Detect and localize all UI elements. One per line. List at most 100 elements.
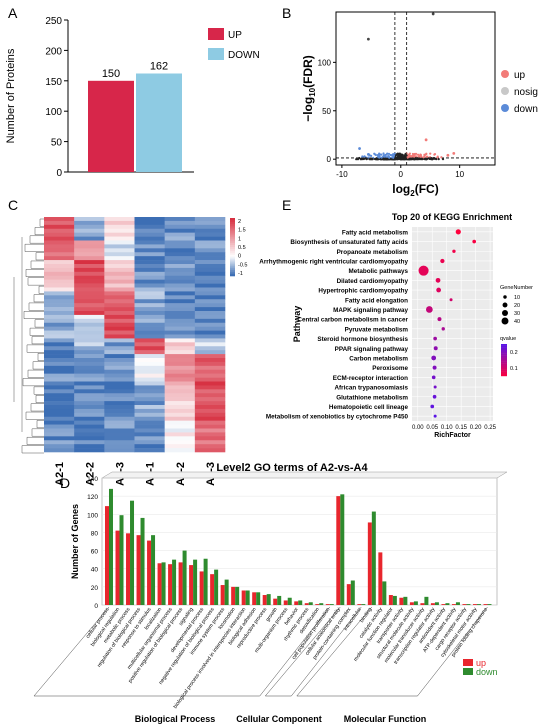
heatmap-cell (194, 424, 226, 429)
y-tick-label: 40 (91, 567, 99, 574)
dendrogram-branch (29, 235, 44, 244)
heatmap-cell (134, 267, 165, 273)
go-bar-down (487, 604, 492, 605)
scatter-point (393, 152, 396, 155)
heatmap-cell (74, 244, 105, 249)
go-bar-down (413, 601, 418, 605)
scatter-point-up (446, 153, 450, 157)
go-bar-down (308, 602, 313, 605)
heatmap-cell (104, 350, 135, 355)
go-bar-down (329, 604, 334, 605)
heatmap-cell (74, 295, 105, 300)
heatmap-cell (134, 408, 165, 414)
heatmap-cell (74, 291, 105, 296)
color-legend-step (501, 368, 507, 370)
pathway-label: Central carbon metabolism in cancer (297, 317, 408, 324)
scatter-point (414, 152, 418, 155)
heatmap-cell (104, 448, 135, 453)
pathway-label: Carbon metabolism (349, 355, 408, 362)
heatmap-cell (44, 358, 75, 363)
heatmap-cell (134, 232, 165, 237)
color-scale-step (230, 264, 235, 267)
heatmap-cell (104, 291, 135, 296)
heatmap: A2-1A2-2A2-3A4-1A4-2A4-321.510.50-0.5-1 (13, 217, 247, 486)
dendrogram-branch (33, 294, 44, 303)
color-scale-tick: -0.5 (238, 262, 247, 268)
heatmap-cell (74, 326, 105, 331)
go-bar-down (298, 600, 303, 605)
heatmap-cell (194, 432, 226, 437)
color-legend-step (501, 350, 507, 353)
heatmap-cell (104, 393, 135, 398)
color-legend-step (501, 366, 507, 369)
heatmap-cell (134, 236, 165, 241)
heatmap-cell (194, 346, 226, 351)
y-axis-label: −log10(FDR) (301, 55, 317, 122)
heatmap-cell (74, 377, 105, 382)
heatmap-cell (104, 260, 135, 265)
heatmap-cell (44, 264, 75, 269)
heatmap-cell (134, 377, 165, 382)
heatmap-cell (74, 444, 105, 449)
scatter-point (394, 158, 398, 161)
heatmap-cell (194, 365, 226, 371)
go-bar-down (224, 579, 229, 605)
go-bar-up (409, 602, 414, 605)
pathway-bubble (433, 336, 437, 341)
scatter-point (403, 154, 406, 157)
heatmap-cell (44, 283, 75, 288)
size-legend-dot (501, 309, 509, 317)
heatmap-cell (134, 252, 165, 257)
dendrogram-branch (34, 227, 44, 236)
go-bar-down (203, 558, 208, 605)
color-legend-step (501, 353, 507, 356)
heatmap-cell (134, 369, 165, 374)
dendrogram-branch (24, 243, 44, 252)
legend-swatch (463, 668, 473, 675)
heatmap-cell (44, 252, 75, 257)
dendrogram-branch (27, 277, 44, 286)
panel-letter-a: A (8, 5, 18, 21)
heatmap-cell (164, 338, 196, 343)
color-legend-step (501, 364, 507, 367)
pathway-label: Pyruvate metabolism (345, 326, 409, 333)
heatmap-cell (104, 428, 135, 433)
color-scale-step (230, 260, 235, 263)
scatter-point (408, 157, 411, 160)
heatmap-cell (74, 228, 105, 233)
go-bar-down (161, 562, 166, 605)
heatmap-cell (164, 346, 196, 351)
scatter-point (416, 153, 420, 156)
dendrogram-branch (36, 420, 44, 429)
heatmap-cell (44, 279, 75, 284)
heatmap-cell (74, 232, 105, 237)
heatmap-cell (164, 381, 196, 386)
go-bar-down (424, 596, 429, 605)
y-tick-label: 250 (45, 16, 62, 27)
scatter-point (375, 158, 378, 161)
size-legend-label: 30 (514, 311, 520, 317)
heatmap-cell (134, 420, 165, 425)
heatmap-cell (74, 408, 105, 414)
scatter-point (411, 154, 414, 157)
go-bar-down (182, 550, 187, 605)
go-bar-up (147, 540, 152, 605)
heatmap-cell (104, 279, 135, 284)
dendrogram-branch (35, 252, 44, 261)
y-axis-label: Pathway (292, 306, 302, 343)
scatter-point (440, 156, 443, 159)
heatmap-cell (104, 381, 135, 386)
heatmap-cell (134, 244, 165, 249)
scatter-point (361, 157, 364, 160)
color-legend-step (501, 374, 507, 377)
y-tick-label: 80 (91, 530, 99, 537)
heatmap-cell (104, 299, 135, 304)
heatmap-cell (44, 342, 75, 347)
heatmap-cell (134, 405, 165, 410)
heatmap-cell (134, 314, 165, 320)
heatmap-cell (74, 322, 105, 327)
heatmap-cell (134, 397, 165, 402)
heatmap-cell (44, 228, 75, 233)
heatmap-cell (194, 311, 226, 316)
